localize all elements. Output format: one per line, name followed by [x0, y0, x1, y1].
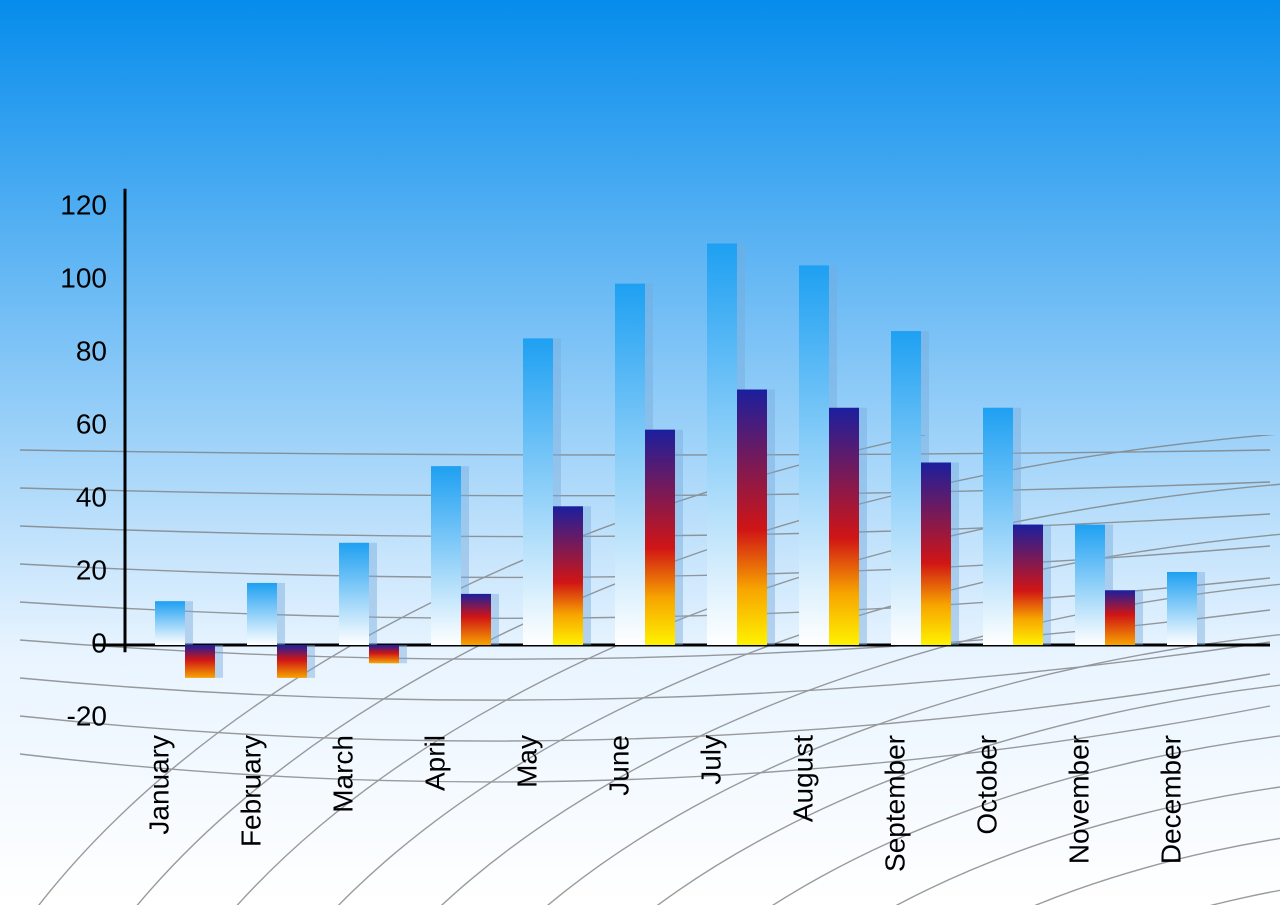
series-b-bar: [553, 506, 583, 645]
series-a-bar: [1075, 525, 1105, 645]
y-tick-label: 60: [76, 408, 107, 439]
x-tick-label: August: [787, 735, 818, 822]
series-a-bar: [339, 543, 369, 645]
y-tick-label: 80: [76, 335, 107, 366]
x-tick-label: March: [327, 735, 358, 813]
x-tick-label: April: [419, 735, 450, 791]
series-a-bar: [799, 265, 829, 645]
series-b-bar: [369, 645, 399, 663]
x-tick-label: October: [971, 735, 1002, 835]
series-a-bar: [615, 284, 645, 645]
y-tick-label: -20: [67, 700, 107, 731]
x-tick-label: July: [695, 735, 726, 785]
x-tick-label: May: [511, 735, 542, 788]
series-b-bar: [1105, 590, 1135, 645]
series-a-bar: [155, 601, 185, 645]
series-a-bar: [1167, 572, 1197, 645]
series-b-bar: [277, 645, 307, 678]
chart-svg: -20 0 20 40 60 80 100 120 January February March Ap…: [0, 0, 1280, 905]
x-tick-label: December: [1155, 735, 1186, 864]
y-tick-label: 120: [60, 189, 107, 220]
series-a-bar: [523, 338, 553, 645]
series-b-bar: [185, 645, 215, 678]
y-tick-label: 100: [60, 262, 107, 293]
series-a-bar: [983, 408, 1013, 645]
series-b-bar: [737, 390, 767, 646]
series-a-bar: [247, 583, 277, 645]
series-b-bar: [921, 463, 951, 646]
x-tick-label: November: [1063, 735, 1094, 864]
series-b-bar: [645, 430, 675, 645]
y-tick-label: 40: [76, 481, 107, 512]
series-b-bar: [1013, 525, 1043, 645]
x-tick-label: February: [235, 735, 266, 847]
y-tick-label: 20: [76, 554, 107, 585]
series-a-bar: [891, 331, 921, 645]
x-tick-label: January: [143, 735, 174, 835]
series-b-bar: [461, 594, 491, 645]
x-tick-label: September: [879, 735, 910, 872]
x-tick-label: June: [603, 735, 634, 796]
series-a-bar: [707, 244, 737, 646]
chart-container: -20 0 20 40 60 80 100 120 January February March Ap…: [0, 0, 1280, 905]
series-b-bar: [829, 408, 859, 645]
y-tick-label: 0: [91, 627, 107, 658]
series-a-bar: [431, 466, 461, 645]
